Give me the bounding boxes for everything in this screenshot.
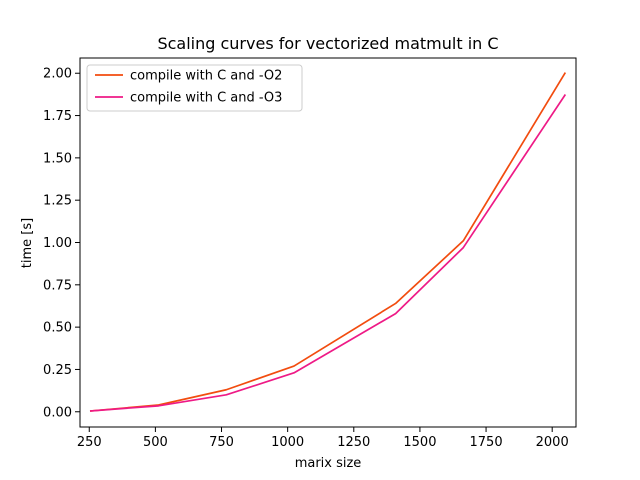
y-axis: 0.00 0.25 0.50 0.75 1.00 1.25 1.50 1.75 2.00 — [43, 67, 80, 420]
y-tick-label: 0.25 — [43, 363, 72, 378]
legend-box — [86, 64, 303, 112]
chart-title: Scaling curves for vectorized matmult in… — [157, 34, 498, 53]
y-tick-label: 2.00 — [43, 67, 72, 82]
series-line-2 — [89, 94, 567, 412]
legend-entry: compile with C and -O3 — [130, 91, 282, 106]
x-tick-label: 2000 — [536, 435, 569, 450]
x-tick-label: 1250 — [337, 435, 370, 450]
y-tick-label: 0.00 — [43, 405, 72, 420]
series-layer — [89, 72, 567, 412]
axes-frame — [79, 57, 577, 428]
x-tick-label: 250 — [77, 435, 102, 450]
x-tick-label: 750 — [209, 435, 234, 450]
x-axis: 250 500 750 1000 1250 1500 1750 2000 — [77, 427, 569, 450]
x-tick-label: 500 — [143, 435, 168, 450]
x-tick-label: 1000 — [271, 435, 304, 450]
y-tick-label: 1.50 — [43, 151, 72, 166]
x-axis-label: marix size — [295, 456, 362, 471]
legend: compile with C and -O2 compile with C and… — [86, 64, 303, 112]
y-tick-label: 1.75 — [43, 109, 72, 124]
x-tick-label: 1750 — [470, 435, 503, 450]
legend-entry: compile with C and -O2 — [130, 69, 282, 84]
series-line-1 — [89, 72, 567, 412]
y-tick-label: 0.75 — [43, 278, 72, 293]
y-tick-label: 0.50 — [43, 321, 72, 336]
y-tick-label: 1.25 — [43, 194, 72, 209]
y-axis-label: time [s] — [20, 218, 35, 268]
y-tick-label: 1.00 — [43, 236, 72, 251]
plot-frame — [79, 57, 577, 428]
x-tick-label: 1500 — [403, 435, 436, 450]
